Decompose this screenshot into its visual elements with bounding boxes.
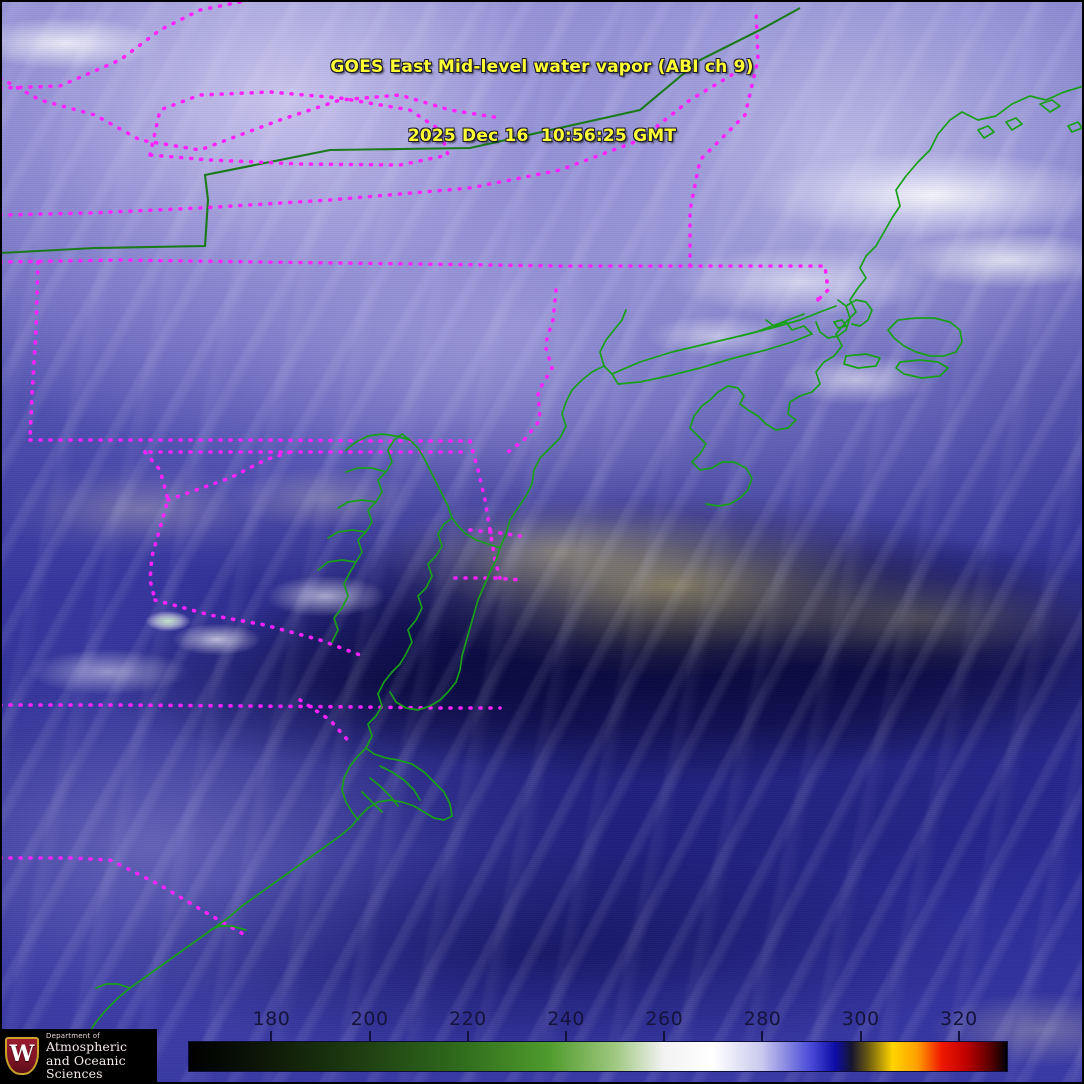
- colorbar-tick-label: 200: [350, 1008, 389, 1030]
- colorbar-tick: [761, 1031, 764, 1041]
- logo-dept-line: Department of: [46, 1031, 100, 1040]
- crest-w-letter: W: [9, 1040, 35, 1067]
- colorbar-tick: [565, 1031, 568, 1041]
- colorbar-tick: [270, 1031, 273, 1041]
- colorbar-tick-label: 220: [448, 1008, 487, 1030]
- colorbar-gradient: [189, 1042, 1007, 1071]
- colorbar-tick-label: 260: [645, 1008, 684, 1030]
- colorbar-tick-label: 240: [547, 1008, 585, 1030]
- uw-crest-icon: W: [3, 1035, 41, 1079]
- logo-name-line-1: Atmospheric: [46, 1039, 128, 1055]
- state-border-lines: [0, 0, 830, 937]
- colorbar-tick-label: 180: [252, 1008, 291, 1030]
- colorbar-tick: [957, 1031, 960, 1041]
- coastline-lines: [87, 85, 1084, 1035]
- colorbar-tick: [859, 1031, 862, 1041]
- brightness-temperature-colorbar: [188, 1041, 1008, 1072]
- logo-text-block: Department of Atmospheric and Oceanic Sc…: [46, 1031, 157, 1081]
- colorbar-tick-label: 300: [841, 1008, 880, 1030]
- colorbar-tick-label: 320: [940, 1008, 978, 1030]
- logo-name-line-2: and Oceanic Sciences: [46, 1052, 126, 1081]
- colorbar-tick: [466, 1031, 469, 1041]
- colorbar-tick: [663, 1031, 666, 1041]
- colorbar-tick-label: 280: [743, 1008, 782, 1030]
- uw-madison-aos-logo: W Department of Atmospheric and Oceanic …: [0, 1029, 157, 1084]
- crest-shield-shape: [5, 1036, 39, 1075]
- national-border-line: [0, 7, 801, 255]
- colorbar-tick: [368, 1031, 371, 1041]
